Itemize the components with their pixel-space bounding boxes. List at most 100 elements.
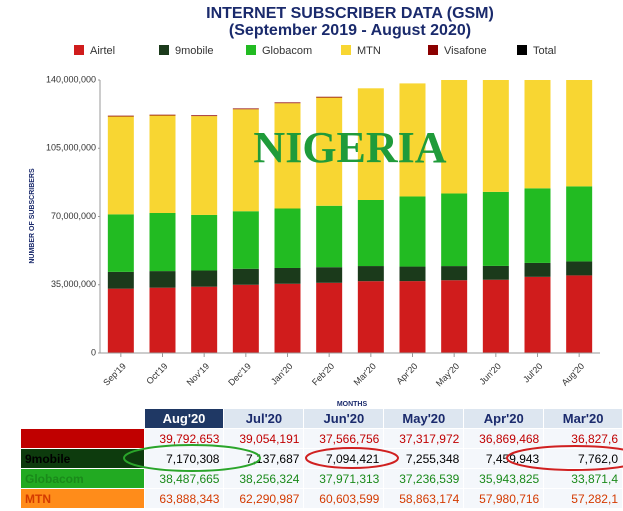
bar-segment	[441, 80, 468, 194]
bar-segment	[149, 287, 176, 353]
bar-segment	[316, 97, 343, 206]
bar-segment	[107, 271, 134, 289]
y-tick-label: 35,000,000	[51, 279, 96, 289]
table-cell: 38,487,665	[143, 468, 225, 489]
bar-segment	[107, 288, 134, 353]
y-axis-label: NUMBER OF SUBSCRIBERS	[29, 168, 36, 264]
x-tick-label: Jul'20	[521, 361, 545, 385]
header-row: Aug'20 Jul'20 Jun'20 May'20 Apr'20 Mar'20	[20, 408, 623, 429]
bar-segment	[232, 108, 259, 110]
bar-segment	[191, 115, 218, 117]
bar-segment	[399, 196, 426, 267]
bar-segment	[274, 208, 301, 268]
table-cell: 60,603,599	[303, 488, 385, 509]
legend-label: 9mobile	[175, 45, 214, 57]
legend-swatch	[428, 45, 438, 55]
table-cell: 35,943,825	[463, 468, 545, 489]
x-tick-label: Nov'19	[185, 361, 212, 388]
bar-segment	[191, 270, 218, 287]
bar-segment	[482, 279, 509, 353]
table-cell: 62,290,987	[223, 488, 305, 509]
bar-segment	[482, 80, 509, 192]
bar-segment	[524, 276, 551, 353]
table-row: 9mobile 7,170,308 7,137,687 7,094,421 7,255,…	[20, 448, 623, 469]
bar-segment	[232, 284, 259, 353]
x-tick-label: Jan'20	[269, 361, 295, 387]
x-axis-label: MONTHS	[337, 401, 368, 408]
chart-title: INTERNET SUBSCRIBER DATA (GSM)	[206, 5, 494, 22]
y-tick-label: 140,000,000	[46, 74, 96, 84]
bar-segment	[357, 88, 384, 201]
legend-swatch	[246, 45, 256, 55]
bar-segment	[357, 281, 384, 353]
bar-segment	[149, 115, 176, 213]
bar-segment	[399, 266, 426, 282]
y-tick-label: 105,000,000	[46, 143, 96, 153]
table-cell: 37,971,313	[303, 468, 385, 489]
legend-swatch	[341, 45, 351, 55]
table-cell: 57,282,1	[543, 488, 623, 509]
bar-segment	[566, 275, 593, 353]
bar-segment	[191, 116, 218, 215]
chart-subtitle: (September 2019 - August 2020)	[229, 22, 471, 39]
table-cell: 33,871,4	[543, 468, 623, 489]
bar-segment	[441, 193, 468, 267]
legend-label: Total	[533, 45, 556, 57]
table-cell: 7,762,0	[543, 448, 623, 469]
bar-segment	[107, 116, 134, 215]
bar-segment	[274, 103, 301, 209]
bar-segment	[524, 80, 551, 189]
column-header: Apr'20	[463, 408, 545, 429]
bar-segment	[441, 280, 468, 353]
bar-segment	[357, 266, 384, 282]
bar-segment	[274, 267, 301, 284]
bar-segment	[191, 286, 218, 353]
y-tick-label: 70,000,000	[51, 211, 96, 221]
legend-label: Visafone	[444, 45, 487, 57]
table-cell: 57,980,716	[463, 488, 545, 509]
legend-label: MTN	[357, 45, 381, 57]
bar-segment	[232, 268, 259, 285]
table-cell: 36,869,468	[463, 428, 545, 449]
column-header: Jul'20	[223, 408, 305, 429]
column-header: Jun'20	[303, 408, 385, 429]
x-tick-label: Apr'20	[394, 361, 419, 386]
watermark: NIGERIA	[253, 123, 446, 172]
column-header: Aug'20	[143, 408, 225, 429]
table-cell: 7,459,943	[463, 448, 545, 469]
bar-segment	[399, 281, 426, 353]
bar-segment	[191, 214, 218, 271]
bar-segment	[482, 265, 509, 280]
bar-segment	[566, 186, 593, 262]
plot-area	[107, 80, 593, 353]
legend-swatch	[159, 45, 169, 55]
row-label: Airtel	[20, 428, 145, 449]
table-cell: 58,863,174	[383, 488, 465, 509]
table-row: Globacom 38,487,665 38,256,324 37,971,313 37…	[20, 468, 623, 489]
table-cell: 39,792,653	[143, 428, 225, 449]
corner-cell	[20, 408, 145, 429]
row-label: Globacom	[20, 468, 145, 489]
bar-segment	[316, 267, 343, 283]
table-cell: 37,566,756	[303, 428, 385, 449]
bar-segment	[232, 109, 259, 212]
x-tick-label: Sep'19	[101, 361, 128, 388]
x-tick-label: Feb'20	[310, 361, 336, 387]
bar-segment	[107, 115, 134, 117]
bar-segment	[149, 212, 176, 272]
table-cell: 7,094,421	[303, 448, 385, 469]
table-cell: 63,888,343	[143, 488, 225, 509]
table-cell: 37,236,539	[383, 468, 465, 489]
y-tick-label: 0	[91, 347, 96, 357]
table-cell: 7,170,308	[143, 448, 225, 469]
row-label: MTN	[20, 488, 145, 509]
bar-segment	[399, 83, 426, 197]
x-tick-label: Jun'20	[477, 361, 503, 387]
x-tick-label: Aug'20	[560, 361, 587, 388]
legend-label: Airtel	[90, 45, 115, 57]
bar-segment	[316, 96, 343, 98]
legend-swatch	[74, 45, 84, 55]
table-cell: 39,054,191	[223, 428, 305, 449]
bar-segment	[524, 262, 551, 277]
